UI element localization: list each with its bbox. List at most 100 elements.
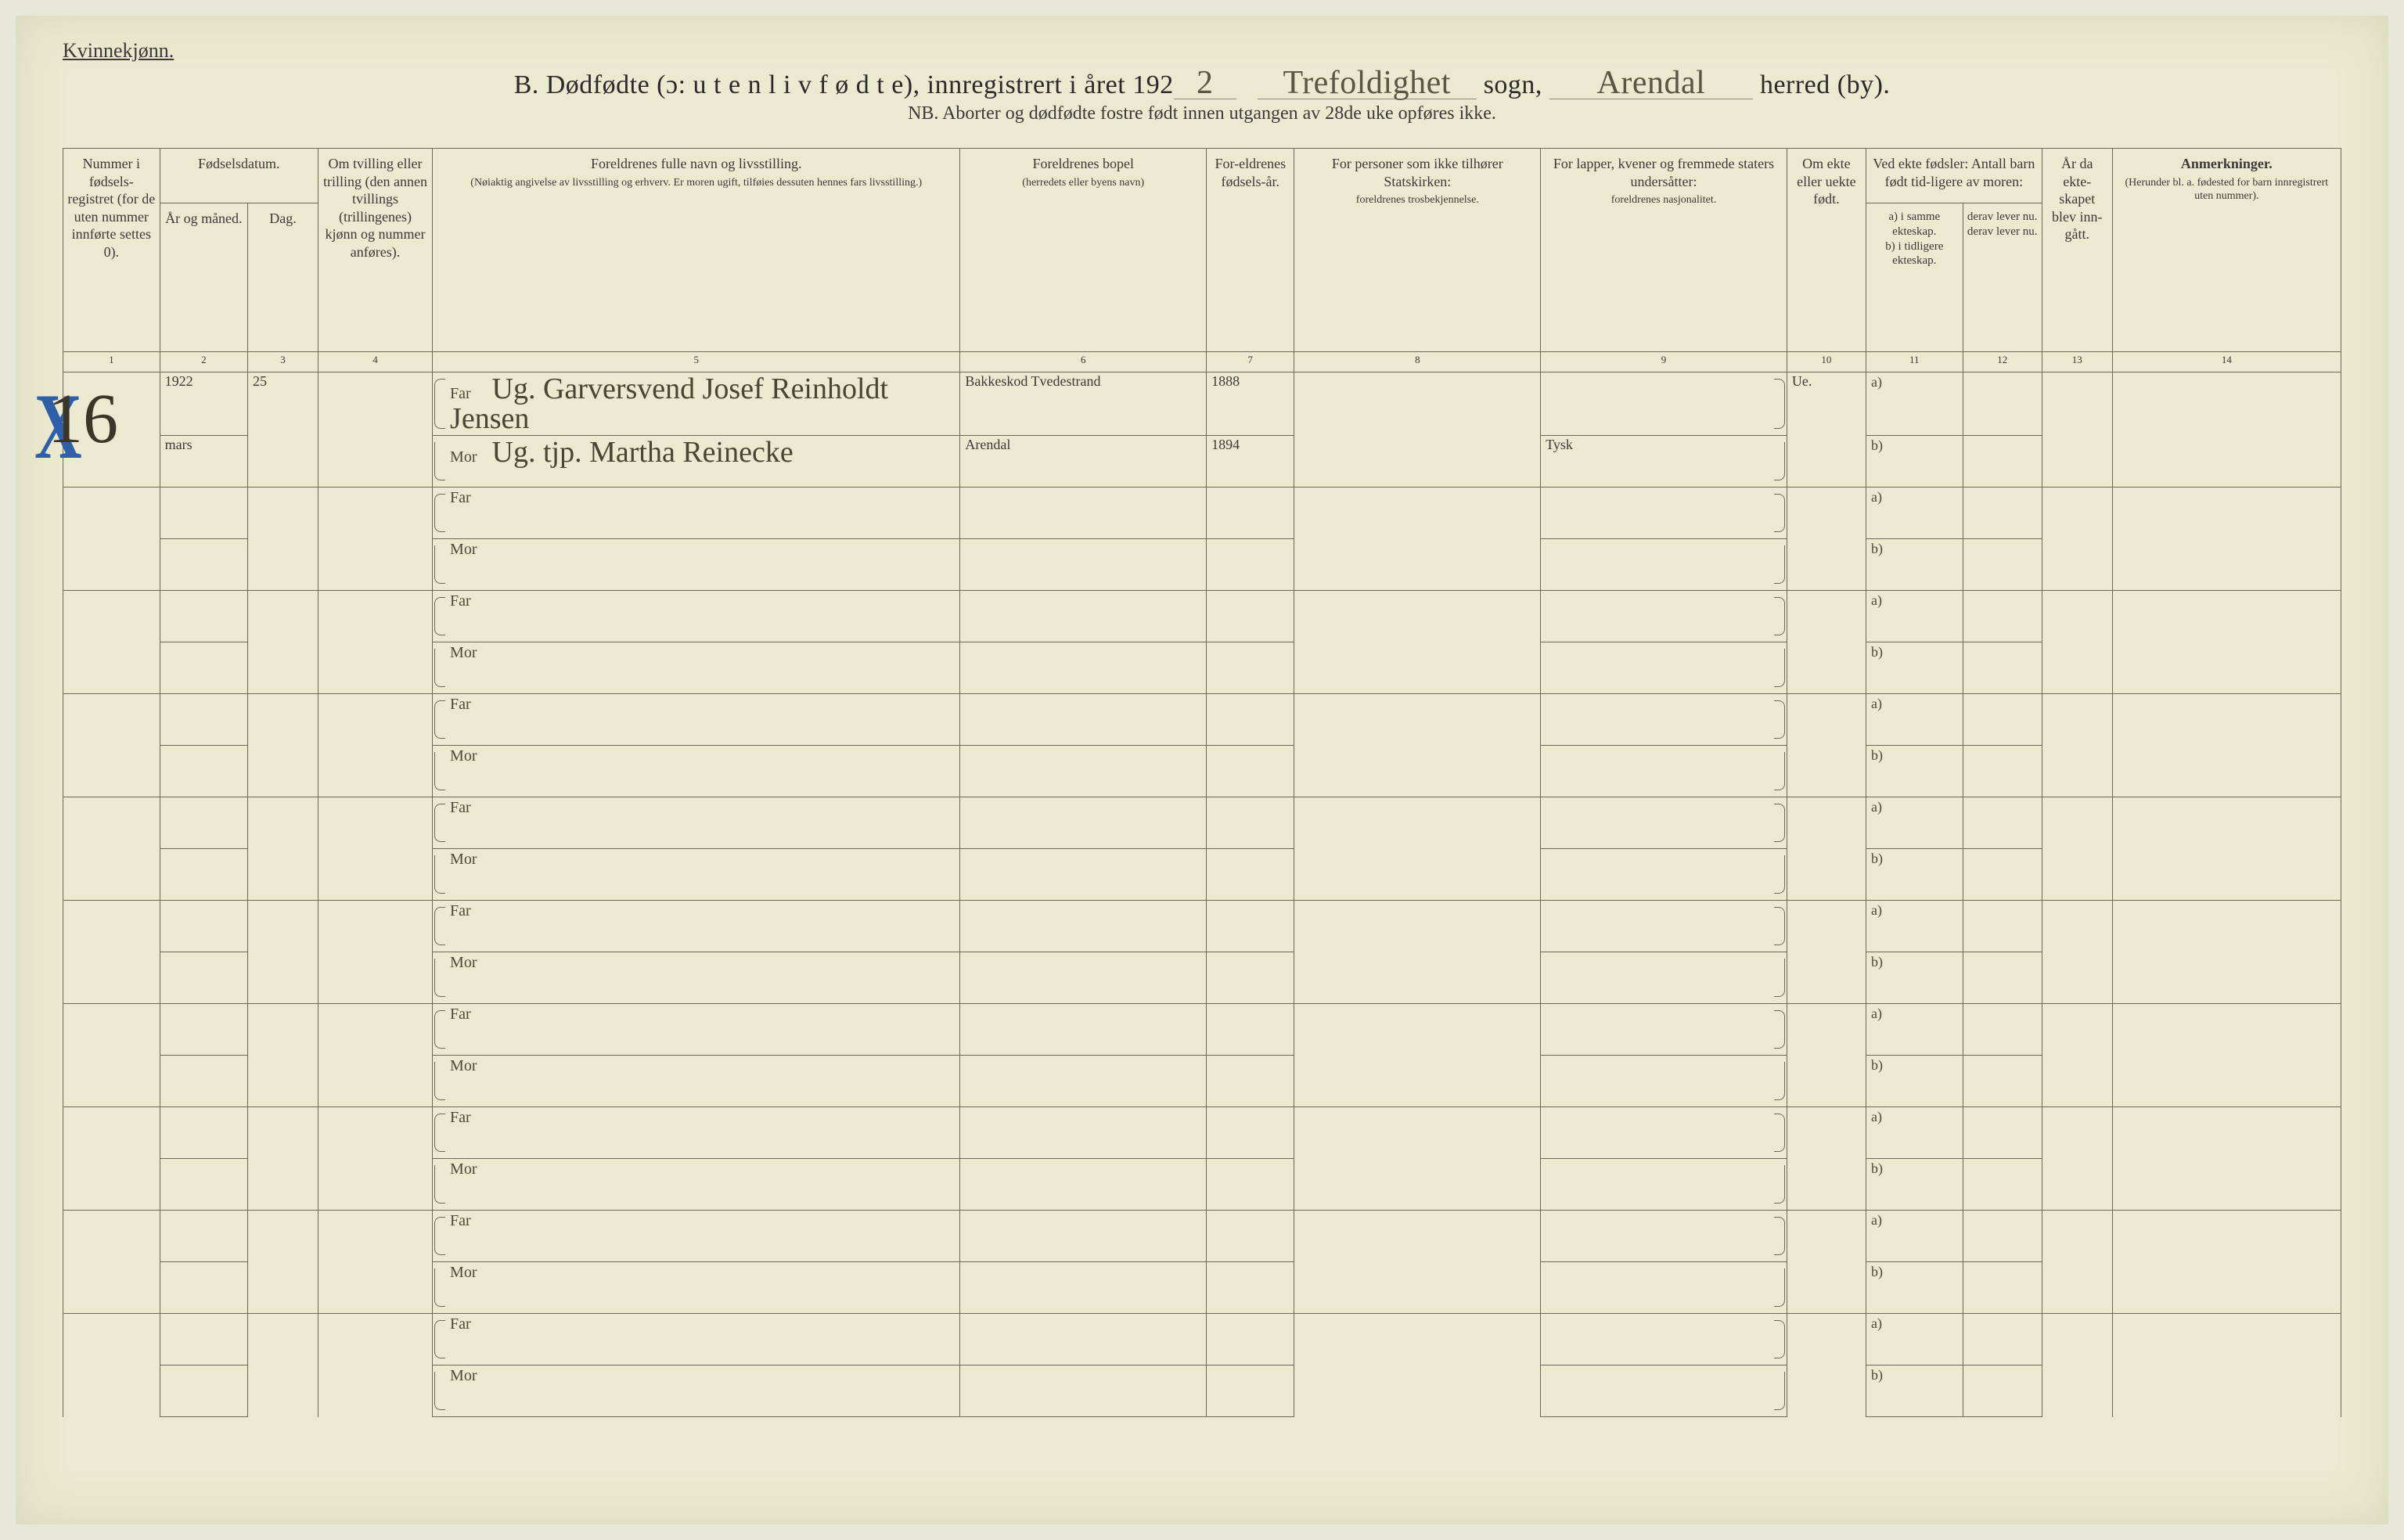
- colnum-3: 3: [248, 352, 318, 372]
- cell-11a: a): [1866, 694, 1963, 746]
- table-row: Fara): [63, 694, 2341, 746]
- cell-far-fyear: [1207, 488, 1294, 539]
- colnum-13: 13: [2042, 352, 2112, 372]
- cell-number: [63, 488, 160, 591]
- cell-13: [2042, 1107, 2112, 1211]
- b-label: b): [1871, 1057, 1883, 1073]
- table-row: Fara): [63, 901, 2341, 952]
- col-12b: derav lever nu.: [1967, 225, 2038, 238]
- cell-mor-bopel: [960, 1365, 1207, 1417]
- cell-mor-fyear: [1207, 1262, 1294, 1314]
- register-table: Nummer i fødsels-registret (for de uten …: [63, 148, 2341, 1417]
- cell-mor-bopel: [960, 952, 1207, 1004]
- cell-mor-fyear: [1207, 952, 1294, 1004]
- cell-12a: [1963, 1211, 2042, 1262]
- cell-day: [248, 797, 318, 901]
- cell-day: [248, 591, 318, 694]
- cell-twin: [318, 1314, 432, 1417]
- col-8-label: For personer som ikke tilhører Statskirk…: [1332, 156, 1503, 189]
- table-row: Far a): [63, 591, 2341, 642]
- cell-month: mars: [160, 436, 247, 488]
- colnum-7: 7: [1207, 352, 1294, 372]
- cell-nasj-mor: Tysk: [1541, 436, 1787, 488]
- cell-number: X16: [63, 372, 160, 488]
- cell-nasj-far: [1541, 1211, 1787, 1262]
- cell-year: [160, 1211, 247, 1262]
- cell-day: 25: [248, 372, 318, 488]
- cell-11b: b): [1866, 642, 1963, 694]
- table-row: X16192225Far Ug. Garversvend Josef Reinh…: [63, 372, 2341, 436]
- cell-12b: [1963, 1056, 2042, 1107]
- cell-ekte: [1787, 1211, 1866, 1314]
- cell-year: [160, 797, 247, 849]
- cell-12b: [1963, 1365, 2042, 1417]
- cell-nasj-far: [1541, 591, 1787, 642]
- cell-12b: [1963, 642, 2042, 694]
- col-6-sub: (herredets eller byens navn): [963, 176, 1203, 190]
- cell-mor-fyear: [1207, 539, 1294, 591]
- cell-far-bopel: [960, 797, 1207, 849]
- cell-far-bopel: [960, 591, 1207, 642]
- cell-ekte: [1787, 901, 1866, 1004]
- cell-11a: a): [1866, 1004, 1963, 1056]
- a-label: a): [1871, 592, 1882, 608]
- b-label: b): [1871, 437, 1883, 453]
- cell-12a: [1963, 591, 2042, 642]
- col-13-header: År da ekte-skapet blev inn-gått.: [2042, 149, 2112, 352]
- cell-12a: [1963, 488, 2042, 539]
- far-label: Far: [450, 592, 484, 610]
- cell-year: [160, 1314, 247, 1365]
- cell-nasj-far: [1541, 1107, 1787, 1159]
- far-label: Far: [450, 385, 484, 403]
- a-label: a): [1871, 489, 1882, 505]
- cell-nasj-far: [1541, 488, 1787, 539]
- col-2-header: År og måned.: [160, 203, 247, 352]
- a-label: a): [1871, 1315, 1882, 1331]
- col-10-header: Om ekte eller uekte født.: [1787, 149, 1866, 352]
- colnum-1: 1: [63, 352, 160, 372]
- cell-mor-name: Mor: [433, 849, 960, 901]
- cell-anm: [2112, 694, 2341, 797]
- cell-mor-fyear: [1207, 1056, 1294, 1107]
- cell-anm: [2112, 1211, 2341, 1314]
- cell-ekte: [1787, 1314, 1866, 1417]
- colnum-5: 5: [433, 352, 960, 372]
- cell-number: [63, 1314, 160, 1417]
- cell-month: [160, 1365, 247, 1417]
- cell-month: [160, 642, 247, 694]
- cell-month: [160, 952, 247, 1004]
- form-title: B. Dødfødte (ɔ: u t e n l i v f ø d t e)…: [63, 69, 2341, 100]
- mor-label: Mor: [450, 747, 484, 765]
- col-5-sub: (Nøiaktig angivelse av livsstilling og e…: [436, 176, 956, 190]
- cell-day: [248, 901, 318, 1004]
- cell-far-fyear: 1888: [1207, 372, 1294, 436]
- cell-mor-name: Mor: [433, 746, 960, 797]
- col-8-sub: foreldrenes trosbekjennelse.: [1297, 193, 1537, 207]
- cell-anm: [2112, 488, 2341, 591]
- cell-far-name: Far: [433, 1314, 960, 1365]
- cell-day: [248, 1004, 318, 1107]
- mor-label: Mor: [450, 954, 484, 972]
- cell-number: [63, 901, 160, 1004]
- col-9-label: For lapper, kvener og fremmede staters u…: [1553, 156, 1774, 189]
- cell-month: [160, 1056, 247, 1107]
- cell-nasj-mor: [1541, 849, 1787, 901]
- cell-far-name: Far: [433, 1107, 960, 1159]
- cell-nasj-far: [1541, 694, 1787, 746]
- mor-name-value: Ug. tjp. Martha Reinecke: [484, 436, 794, 469]
- cell-11b: b): [1866, 436, 1963, 488]
- cell-mor-name: Mor Ug. tjp. Martha Reinecke: [433, 436, 960, 488]
- cell-number: [63, 591, 160, 694]
- cell-12b: [1963, 436, 2042, 488]
- cell-day: [248, 1314, 318, 1417]
- cell-12a: [1963, 372, 2042, 436]
- mor-label: Mor: [450, 1264, 484, 1282]
- colnum-2: 2: [160, 352, 247, 372]
- cell-far-bopel: [960, 694, 1207, 746]
- cell-11b: b): [1866, 1262, 1963, 1314]
- cell-anm: [2112, 591, 2341, 694]
- cell-11a: a): [1866, 797, 1963, 849]
- cell-nasj-far: [1541, 901, 1787, 952]
- colnum-10: 10: [1787, 352, 1866, 372]
- cell-far-bopel: Bakkeskod Tvedestrand: [960, 372, 1207, 436]
